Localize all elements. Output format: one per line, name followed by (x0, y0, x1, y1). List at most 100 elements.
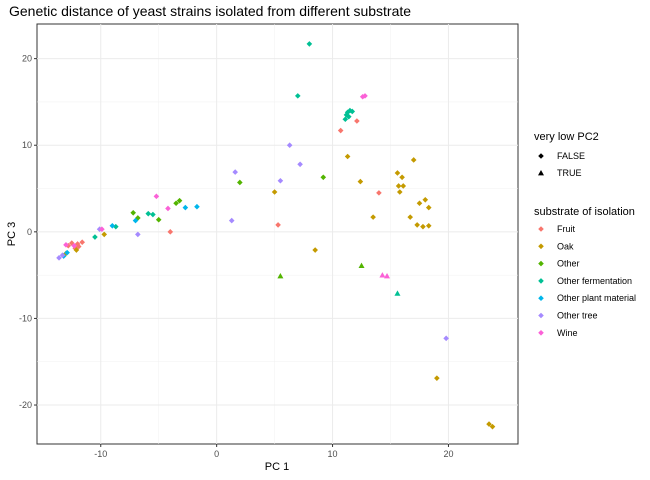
color-legend-label: Other (557, 259, 580, 269)
data-point (63, 242, 69, 248)
data-point (135, 231, 141, 238)
x-tick-label: 20 (443, 449, 453, 459)
data-point (416, 200, 423, 207)
color-legend-label: Wine (557, 328, 578, 338)
x-axis-title: PC 1 (265, 461, 289, 473)
color-legend-key (538, 278, 544, 284)
data-point (306, 41, 313, 47)
data-point (109, 222, 116, 229)
shape-legend-label: TRUE (557, 168, 582, 178)
chart-title: Genetic distance of yeast strains isolat… (9, 3, 411, 19)
data-point (434, 375, 440, 381)
data-point (394, 290, 401, 296)
data-point (74, 241, 81, 247)
data-point (194, 203, 200, 210)
data-point (420, 223, 426, 230)
data-point (173, 200, 179, 207)
data-point (337, 127, 344, 134)
data-point (71, 242, 77, 249)
color-legend-key (538, 330, 544, 336)
data-point (64, 249, 70, 256)
grid-lines (37, 24, 518, 444)
data-point (132, 217, 139, 224)
data-point (357, 178, 364, 185)
data-point (176, 197, 183, 204)
data-point (79, 239, 86, 246)
data-point (344, 109, 351, 116)
data-point (342, 116, 349, 123)
data-point (359, 93, 366, 100)
x-tick-label: 0 (214, 449, 219, 459)
data-point (379, 272, 386, 278)
data-point (145, 210, 152, 217)
data-point (232, 169, 238, 175)
data-point (400, 183, 407, 189)
color-legend-key (538, 243, 544, 250)
color-legend-key (538, 226, 544, 232)
data-point (362, 93, 368, 99)
data-points (56, 41, 496, 430)
y-axis-title: PC 3 (6, 222, 18, 246)
color-legend-label: Fruit (557, 224, 575, 234)
data-point (182, 204, 189, 211)
color-legend-key (538, 312, 544, 319)
shape-legend-key (538, 170, 544, 176)
data-point (277, 273, 284, 279)
data-point (396, 189, 403, 195)
data-point (92, 234, 98, 240)
data-point (384, 273, 391, 279)
color-legend-label: Other fermentation (557, 276, 632, 286)
data-point (153, 193, 160, 200)
data-point (286, 142, 293, 149)
y-tick-label: -20 (19, 400, 32, 410)
data-point (354, 118, 360, 124)
data-point (56, 255, 62, 261)
data-point (425, 222, 432, 229)
data-point (394, 170, 401, 176)
data-point (113, 223, 119, 230)
data-point (59, 252, 66, 259)
data-point (167, 229, 174, 235)
data-point (358, 262, 365, 269)
y-tick-label: 20 (22, 54, 32, 64)
data-point (349, 108, 356, 115)
data-point (297, 161, 303, 168)
data-point (275, 222, 281, 228)
data-point (399, 174, 405, 181)
data-point (228, 217, 235, 224)
data-point (165, 205, 171, 212)
shape-legend-label: FALSE (557, 151, 585, 161)
x-tick-label: -10 (94, 449, 107, 459)
color-legend-label: Other tree (557, 311, 598, 321)
data-point (101, 231, 108, 238)
data-point (407, 214, 414, 220)
y-tick-label: 0 (27, 227, 32, 237)
legend: very low PC2 FALSE TRUE substrate of isolat… (534, 131, 636, 338)
data-point (410, 157, 417, 163)
y-tick-label: -10 (19, 313, 32, 323)
shape-legend-title: very low PC2 (534, 131, 599, 143)
data-point (294, 93, 301, 99)
y-tick-label: 10 (22, 140, 32, 150)
data-point (425, 204, 432, 211)
data-point (443, 335, 449, 342)
data-point (155, 216, 162, 223)
y-axis: -20 -10 0 10 20 (19, 54, 37, 410)
data-point (320, 174, 327, 181)
data-point (130, 209, 136, 216)
x-axis: -10 0 10 20 (94, 444, 453, 459)
shape-legend-key (538, 153, 544, 159)
data-point (344, 153, 351, 160)
data-point (271, 189, 278, 195)
plot-panel (36, 23, 519, 445)
data-point (135, 215, 141, 221)
data-point (414, 222, 420, 228)
color-legend-label: Other plant material (557, 293, 636, 303)
color-legend-key (538, 260, 544, 267)
color-legend-title: substrate of isolation (534, 206, 635, 218)
data-point (370, 214, 376, 220)
data-point (343, 112, 350, 118)
data-point (73, 247, 80, 253)
data-point (422, 196, 429, 203)
